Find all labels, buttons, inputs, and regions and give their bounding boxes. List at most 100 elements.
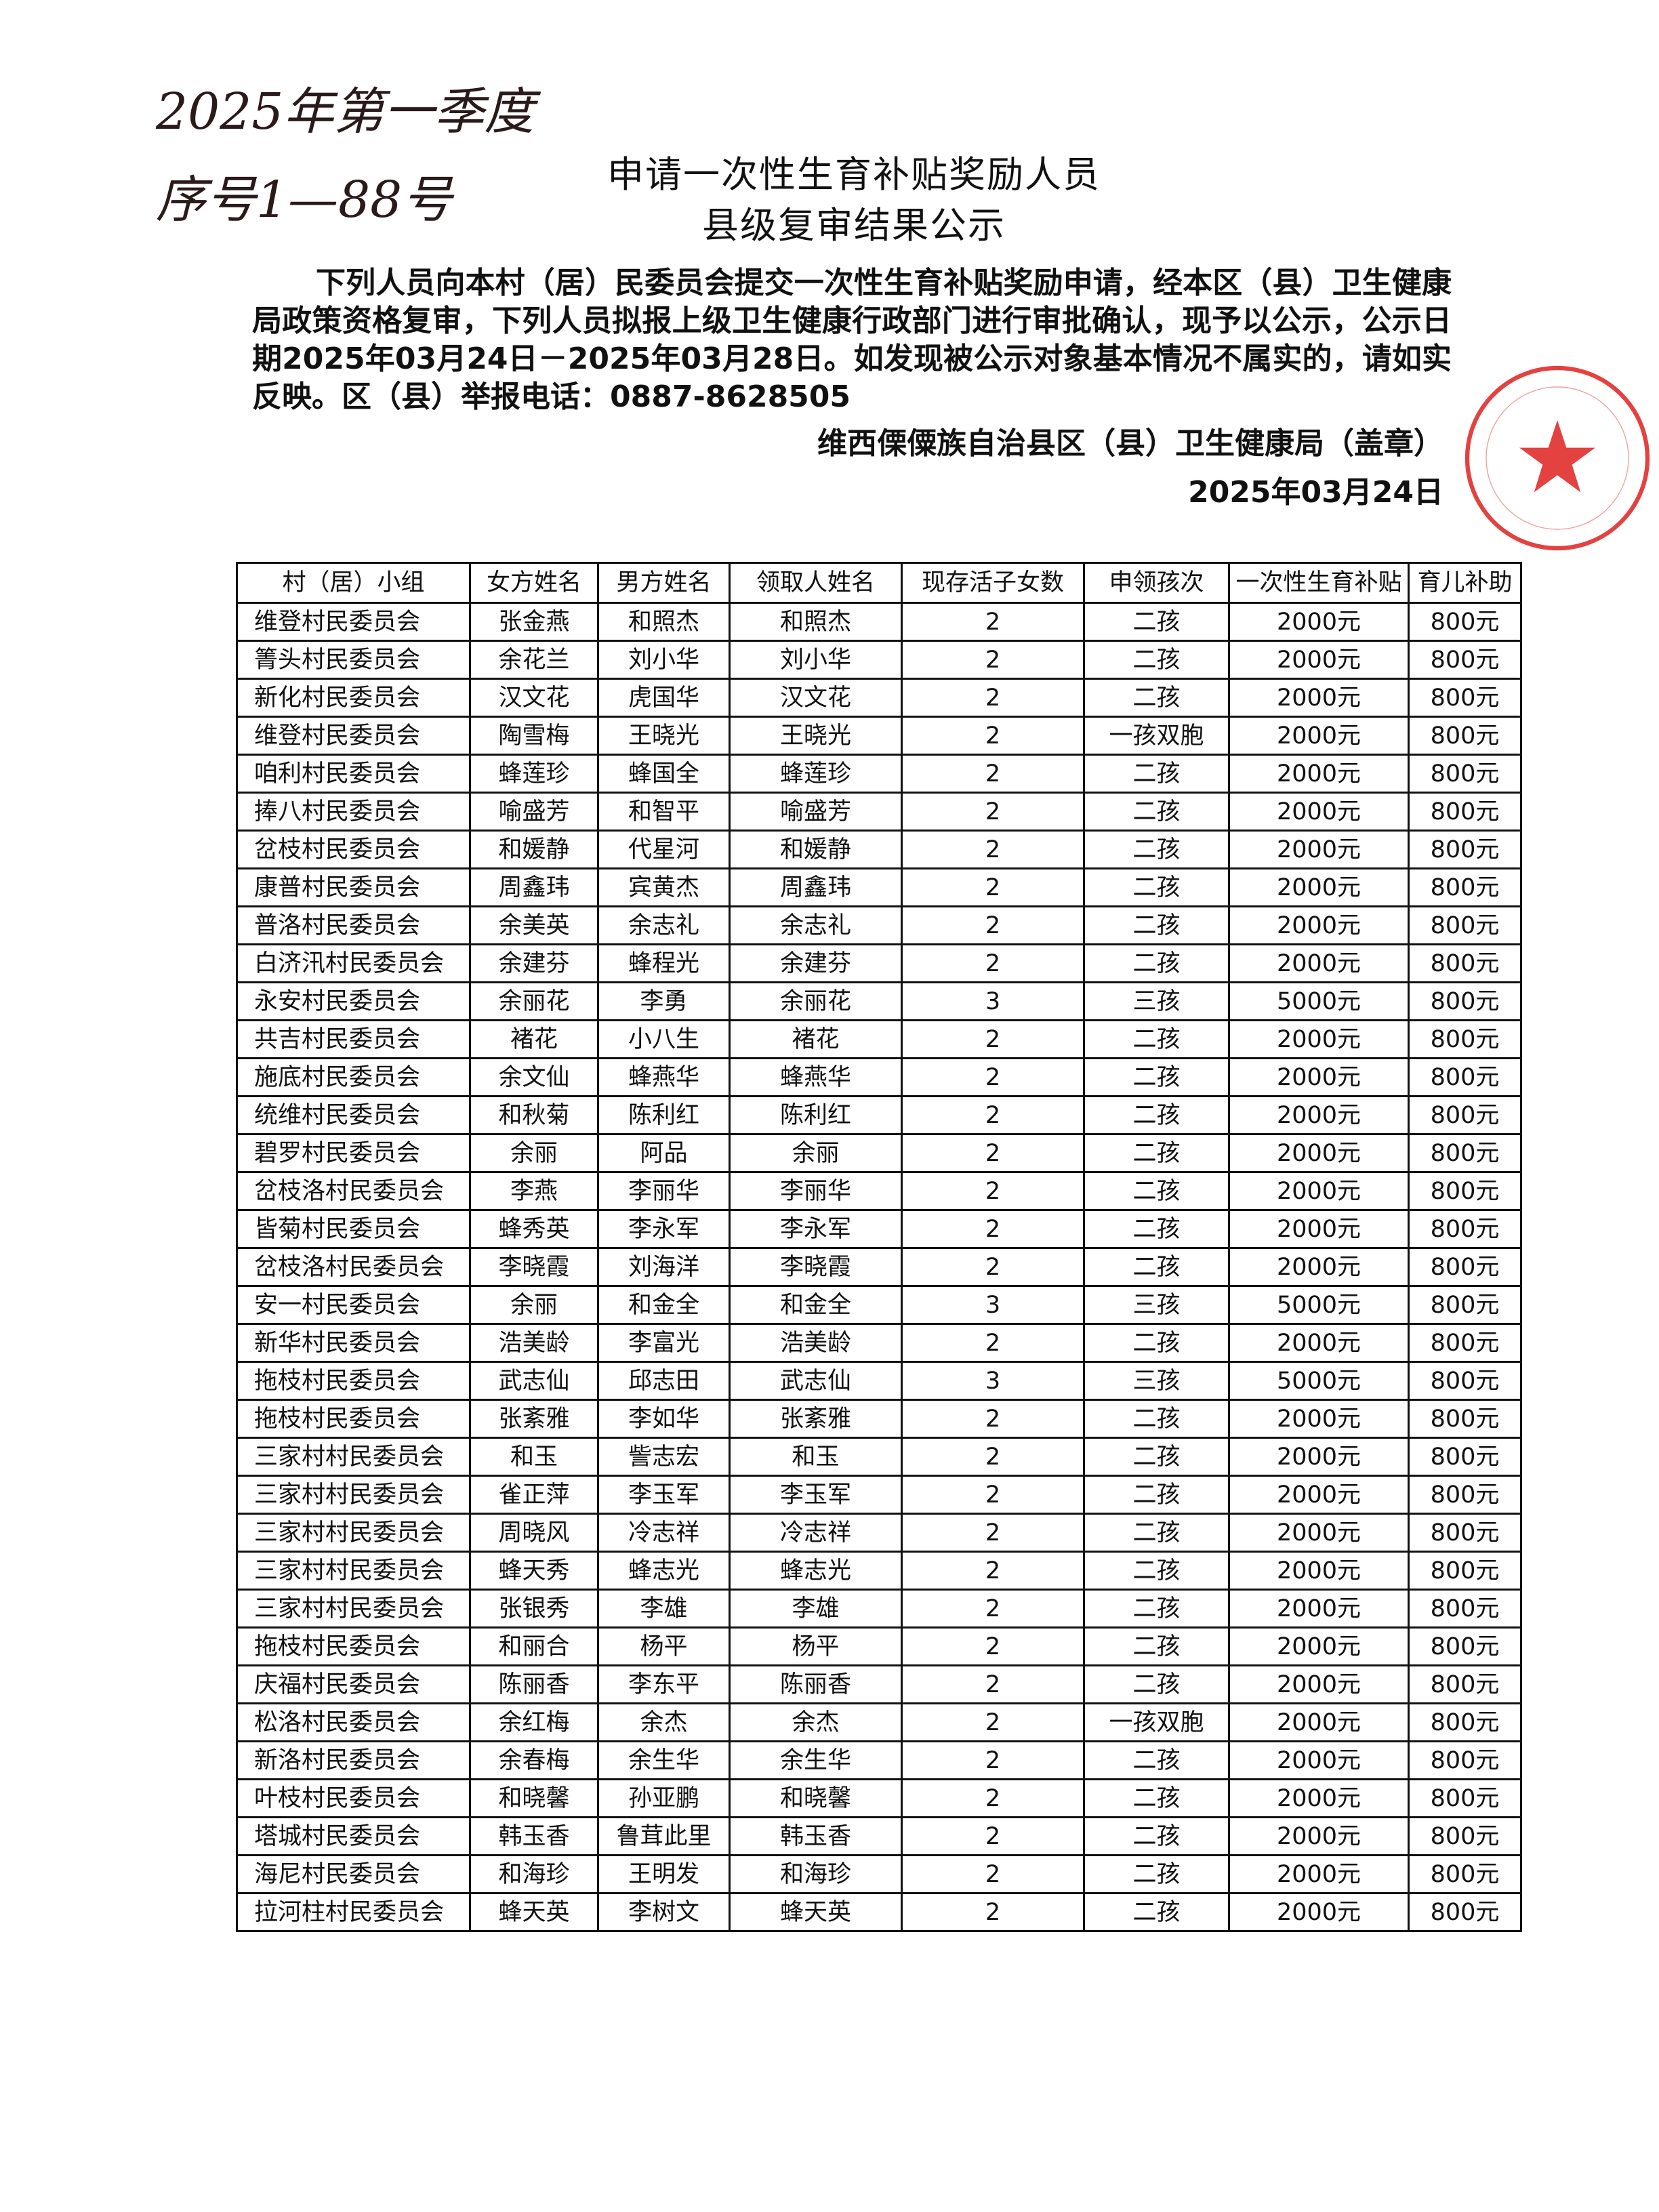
issue-date: 2025年03月24日 bbox=[1188, 475, 1443, 510]
cell-one-time-subsidy: 2000元 bbox=[1228, 1209, 1410, 1249]
cell-living-children: 2 bbox=[901, 754, 1085, 794]
cell-living-children: 2 bbox=[901, 1475, 1085, 1515]
cell-childcare-subsidy: 800元 bbox=[1408, 1892, 1522, 1932]
cell-childcare-subsidy: 800元 bbox=[1408, 792, 1522, 832]
cell-village: 新洛村民委员会 bbox=[236, 1740, 471, 1780]
table-row: 松洛村民委员会 余红梅 余杰 余杰 2 一孩双胞 2000元 800元 bbox=[236, 1702, 1522, 1742]
cell-male-name: 代星河 bbox=[597, 830, 731, 869]
cell-child-order: 二孩 bbox=[1083, 1095, 1230, 1135]
table-row: 捧八村民委员会 喻盛芳 和智平 喻盛芳 2 二孩 2000元 800元 bbox=[236, 792, 1522, 832]
cell-village: 永安村民委员会 bbox=[236, 981, 471, 1021]
cell-recipient-name: 蜂燕华 bbox=[729, 1057, 903, 1097]
table-row: 皆菊村民委员会 蜂秀英 李永军 李永军 2 二孩 2000元 800元 bbox=[236, 1209, 1522, 1249]
cell-village: 施底村民委员会 bbox=[236, 1057, 471, 1097]
table-row: 新洛村民委员会 余春梅 余生华 余生华 2 二孩 2000元 800元 bbox=[236, 1740, 1522, 1780]
applicant-table: 村（居）小组 女方姓名 男方姓名 领取人姓名 现存活子女数 申领孩次 一次性生育补贴 育儿补助… bbox=[236, 562, 1522, 1932]
cell-child-order: 二孩 bbox=[1083, 1057, 1230, 1097]
cell-child-order: 二孩 bbox=[1083, 678, 1230, 718]
cell-one-time-subsidy: 2000元 bbox=[1228, 1854, 1410, 1894]
table-row: 三家村村民委员会 雀正萍 李玉军 李玉军 2 二孩 2000元 800元 bbox=[236, 1475, 1522, 1515]
cell-recipient-name: 余生华 bbox=[729, 1740, 903, 1780]
cell-living-children: 2 bbox=[901, 867, 1085, 907]
table-row: 叶枝村民委员会 和晓馨 孙亚鹏 和晓馨 2 二孩 2000元 800元 bbox=[236, 1778, 1522, 1818]
cell-one-time-subsidy: 2000元 bbox=[1228, 1171, 1410, 1211]
cell-living-children: 2 bbox=[901, 1513, 1085, 1553]
cell-recipient-name: 和海珍 bbox=[729, 1854, 903, 1894]
cell-male-name: 李东平 bbox=[597, 1664, 731, 1704]
table-row: 新化村民委员会 汉文花 虎国华 汉文花 2 二孩 2000元 800元 bbox=[236, 678, 1522, 718]
cell-one-time-subsidy: 2000元 bbox=[1228, 1816, 1410, 1856]
cell-childcare-subsidy: 800元 bbox=[1408, 1019, 1522, 1059]
table-row: 拉河柱村民委员会 蜂天英 李树文 蜂天英 2 二孩 2000元 800元 bbox=[236, 1892, 1522, 1932]
cell-child-order: 二孩 bbox=[1083, 1854, 1230, 1894]
cell-female-name: 余建芬 bbox=[469, 943, 599, 983]
cell-one-time-subsidy: 2000元 bbox=[1228, 1057, 1410, 1097]
cell-child-order: 二孩 bbox=[1083, 1399, 1230, 1439]
cell-child-order: 二孩 bbox=[1083, 867, 1230, 907]
cell-female-name: 雀正萍 bbox=[469, 1475, 599, 1515]
cell-village: 碧罗村民委员会 bbox=[236, 1133, 471, 1173]
cell-living-children: 2 bbox=[901, 640, 1085, 680]
cell-living-children: 2 bbox=[901, 905, 1085, 945]
cell-childcare-subsidy: 800元 bbox=[1408, 1285, 1522, 1325]
cell-village: 捧八村民委员会 bbox=[236, 792, 471, 832]
cell-male-name: 王晓光 bbox=[597, 716, 731, 756]
notice-paragraph: 下列人员向本村（居）民委员会提交一次性生育补贴奖励申请，经本区（县）卫生健康局政… bbox=[252, 266, 1452, 414]
cell-village: 庆福村民委员会 bbox=[236, 1664, 471, 1704]
cell-village: 松洛村民委员会 bbox=[236, 1702, 471, 1742]
cell-one-time-subsidy: 2000元 bbox=[1228, 640, 1410, 680]
cell-male-name: 和照杰 bbox=[597, 602, 731, 642]
cell-one-time-subsidy: 2000元 bbox=[1228, 1626, 1410, 1666]
cell-village: 统维村民委员会 bbox=[236, 1095, 471, 1135]
cell-male-name: 李丽华 bbox=[597, 1171, 731, 1211]
cell-recipient-name: 和晓馨 bbox=[729, 1778, 903, 1818]
cell-one-time-subsidy: 2000元 bbox=[1228, 1589, 1410, 1629]
cell-child-order: 二孩 bbox=[1083, 1664, 1230, 1704]
cell-childcare-subsidy: 800元 bbox=[1408, 1361, 1522, 1401]
header-village: 村（居）小组 bbox=[236, 562, 471, 604]
cell-male-name: 蜂志光 bbox=[597, 1551, 731, 1591]
cell-male-name: 小八生 bbox=[597, 1019, 731, 1059]
cell-female-name: 余花兰 bbox=[469, 640, 599, 680]
cell-village: 塔城村民委员会 bbox=[236, 1816, 471, 1856]
cell-female-name: 蜂秀英 bbox=[469, 1209, 599, 1249]
table-row: 安一村民委员会 余丽 和金全 和金全 3 三孩 5000元 800元 bbox=[236, 1285, 1522, 1325]
cell-female-name: 余美英 bbox=[469, 905, 599, 945]
cell-one-time-subsidy: 2000元 bbox=[1228, 830, 1410, 869]
cell-living-children: 2 bbox=[901, 1778, 1085, 1818]
cell-one-time-subsidy: 5000元 bbox=[1228, 981, 1410, 1021]
cell-living-children: 2 bbox=[901, 792, 1085, 832]
cell-male-name: 邱志田 bbox=[597, 1361, 731, 1401]
cell-male-name: 李雄 bbox=[597, 1589, 731, 1629]
cell-village: 维登村民委员会 bbox=[236, 716, 471, 756]
cell-childcare-subsidy: 800元 bbox=[1408, 1171, 1522, 1211]
cell-living-children: 2 bbox=[901, 830, 1085, 869]
cell-male-name: 李富光 bbox=[597, 1323, 731, 1363]
cell-childcare-subsidy: 800元 bbox=[1408, 1589, 1522, 1629]
cell-recipient-name: 周鑫玮 bbox=[729, 867, 903, 907]
cell-village: 新化村民委员会 bbox=[236, 678, 471, 718]
cell-child-order: 二孩 bbox=[1083, 792, 1230, 832]
cell-childcare-subsidy: 800元 bbox=[1408, 1854, 1522, 1894]
cell-living-children: 2 bbox=[901, 678, 1085, 718]
cell-female-name: 李燕 bbox=[469, 1171, 599, 1211]
cell-living-children: 3 bbox=[901, 981, 1085, 1021]
cell-living-children: 2 bbox=[901, 1095, 1085, 1135]
cell-childcare-subsidy: 800元 bbox=[1408, 1247, 1522, 1287]
cell-childcare-subsidy: 800元 bbox=[1408, 830, 1522, 869]
cell-village: 维登村民委员会 bbox=[236, 602, 471, 642]
cell-child-order: 二孩 bbox=[1083, 943, 1230, 983]
cell-recipient-name: 蜂天英 bbox=[729, 1892, 903, 1932]
cell-living-children: 2 bbox=[901, 1323, 1085, 1363]
table-row: 庆福村民委员会 陈丽香 李东平 陈丽香 2 二孩 2000元 800元 bbox=[236, 1664, 1522, 1704]
cell-male-name: 杨平 bbox=[597, 1626, 731, 1666]
cell-female-name: 和丽合 bbox=[469, 1626, 599, 1666]
cell-recipient-name: 陈丽香 bbox=[729, 1664, 903, 1704]
table-row: 永安村民委员会 余丽花 李勇 余丽花 3 三孩 5000元 800元 bbox=[236, 981, 1522, 1021]
table-row: 岔枝洛村民委员会 李晓霞 刘海洋 李晓霞 2 二孩 2000元 800元 bbox=[236, 1247, 1522, 1287]
cell-male-name: 李树文 bbox=[597, 1892, 731, 1932]
cell-male-name: 余生华 bbox=[597, 1740, 731, 1780]
cell-child-order: 二孩 bbox=[1083, 754, 1230, 794]
table-row: 维登村民委员会 张金燕 和照杰 和照杰 2 二孩 2000元 800元 bbox=[236, 602, 1522, 642]
cell-living-children: 2 bbox=[901, 1057, 1085, 1097]
